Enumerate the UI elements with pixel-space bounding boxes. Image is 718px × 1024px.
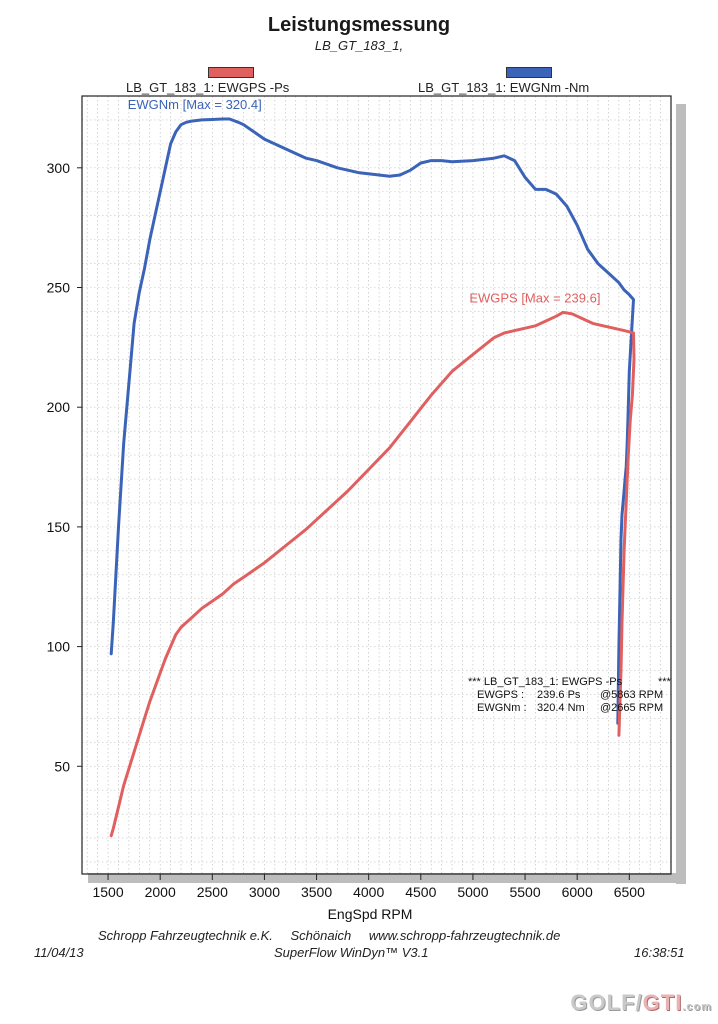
x-tick-label: 2000: [145, 884, 176, 900]
y-tick-label: 300: [47, 160, 71, 176]
legend-swatch-ewgnm: [506, 67, 552, 78]
x-tick-label: 5000: [457, 884, 488, 900]
legend-label-ewgnm: LB_GT_183_1: EWGNm -Nm: [418, 80, 590, 95]
max-ewgps-value: 239.6 Ps: [537, 689, 581, 701]
max-ewgnm-name: EWGNm :: [477, 702, 527, 714]
series-label-ewgnm: EWGNm [Max = 320.4]: [128, 97, 262, 112]
x-tick-label: 3000: [249, 884, 280, 900]
plot-shadow: [676, 104, 686, 884]
max-ewgps-rpm: @5863 RPM: [600, 689, 664, 701]
footer-company-line: Schropp Fahrzeugtechnik e.K. Schönaich w…: [98, 928, 560, 943]
x-tick-label: 6500: [614, 884, 645, 900]
y-tick-label: 250: [47, 280, 71, 296]
y-tick-label: 100: [47, 639, 71, 655]
legend-swatch-ewgps: [208, 67, 254, 78]
max-ewgnm-value: 320.4 Nm: [537, 702, 585, 714]
grid-lines: [82, 96, 671, 874]
chart-subtitle: LB_GT_183_1,: [314, 38, 404, 53]
watermark-part-golf: GOLF: [570, 990, 636, 1015]
x-axis-title: EngSpd RPM: [328, 906, 413, 922]
y-tick-label: 150: [47, 519, 71, 535]
footer-city: Schönaich: [290, 928, 352, 943]
x-tick-label: 3500: [301, 884, 332, 900]
footer-time: 16:38:51: [634, 945, 685, 960]
watermark-separator: /: [635, 990, 643, 1015]
plot-area-border: [81, 95, 672, 875]
max-box-header-text: *** LB_GT_183_1: EWGPS -Ps: [468, 676, 623, 688]
x-tick-label: 4500: [405, 884, 436, 900]
series-labels: EWGNm [Max = 320.4] EWGPS [Max = 239.6]: [128, 97, 601, 305]
max-ewgnm-rpm: @2665 RPM: [600, 702, 664, 714]
plot-shadow-bottom: [88, 873, 686, 883]
series-line-ewgnm: [109, 117, 635, 725]
legend-label-ewgps: LB_GT_183_1: EWGPS -Ps: [126, 80, 290, 95]
site-watermark-logo: GOLF/GTI.com: [570, 990, 712, 1016]
y-tick-label: 50: [54, 758, 70, 774]
axis-ticks: 1500 2000 2500 3000 3500 4000 4500 5000 5500 6000…: [47, 160, 645, 900]
x-tick-label: 5500: [509, 884, 540, 900]
data-series: [109, 117, 636, 838]
x-tick-label: 2500: [197, 884, 228, 900]
x-tick-label: 4000: [353, 884, 384, 900]
footer-software: SuperFlow WinDyn™ V3.1: [274, 945, 429, 960]
chart-title: Leistungsmessung: [267, 14, 451, 36]
max-ewgps-name: EWGPS :: [477, 689, 525, 701]
x-tick-label: 1500: [92, 884, 123, 900]
watermark-part-com: .com: [682, 1001, 712, 1013]
watermark-part-gti: GTI: [642, 990, 683, 1015]
footer-website: www.schropp-fahrzeugtechnik.de: [368, 928, 561, 943]
series-line-ewgps: [109, 310, 636, 838]
series-label-ewgps: EWGPS [Max = 239.6]: [469, 290, 600, 305]
x-tick-label: 6000: [562, 884, 593, 900]
footer-company: Schropp Fahrzeugtechnik e.K.: [98, 928, 273, 943]
footer-date: 11/04/13: [34, 945, 84, 960]
max-box-header-tail: ***: [658, 676, 671, 688]
y-tick-label: 200: [47, 399, 71, 415]
